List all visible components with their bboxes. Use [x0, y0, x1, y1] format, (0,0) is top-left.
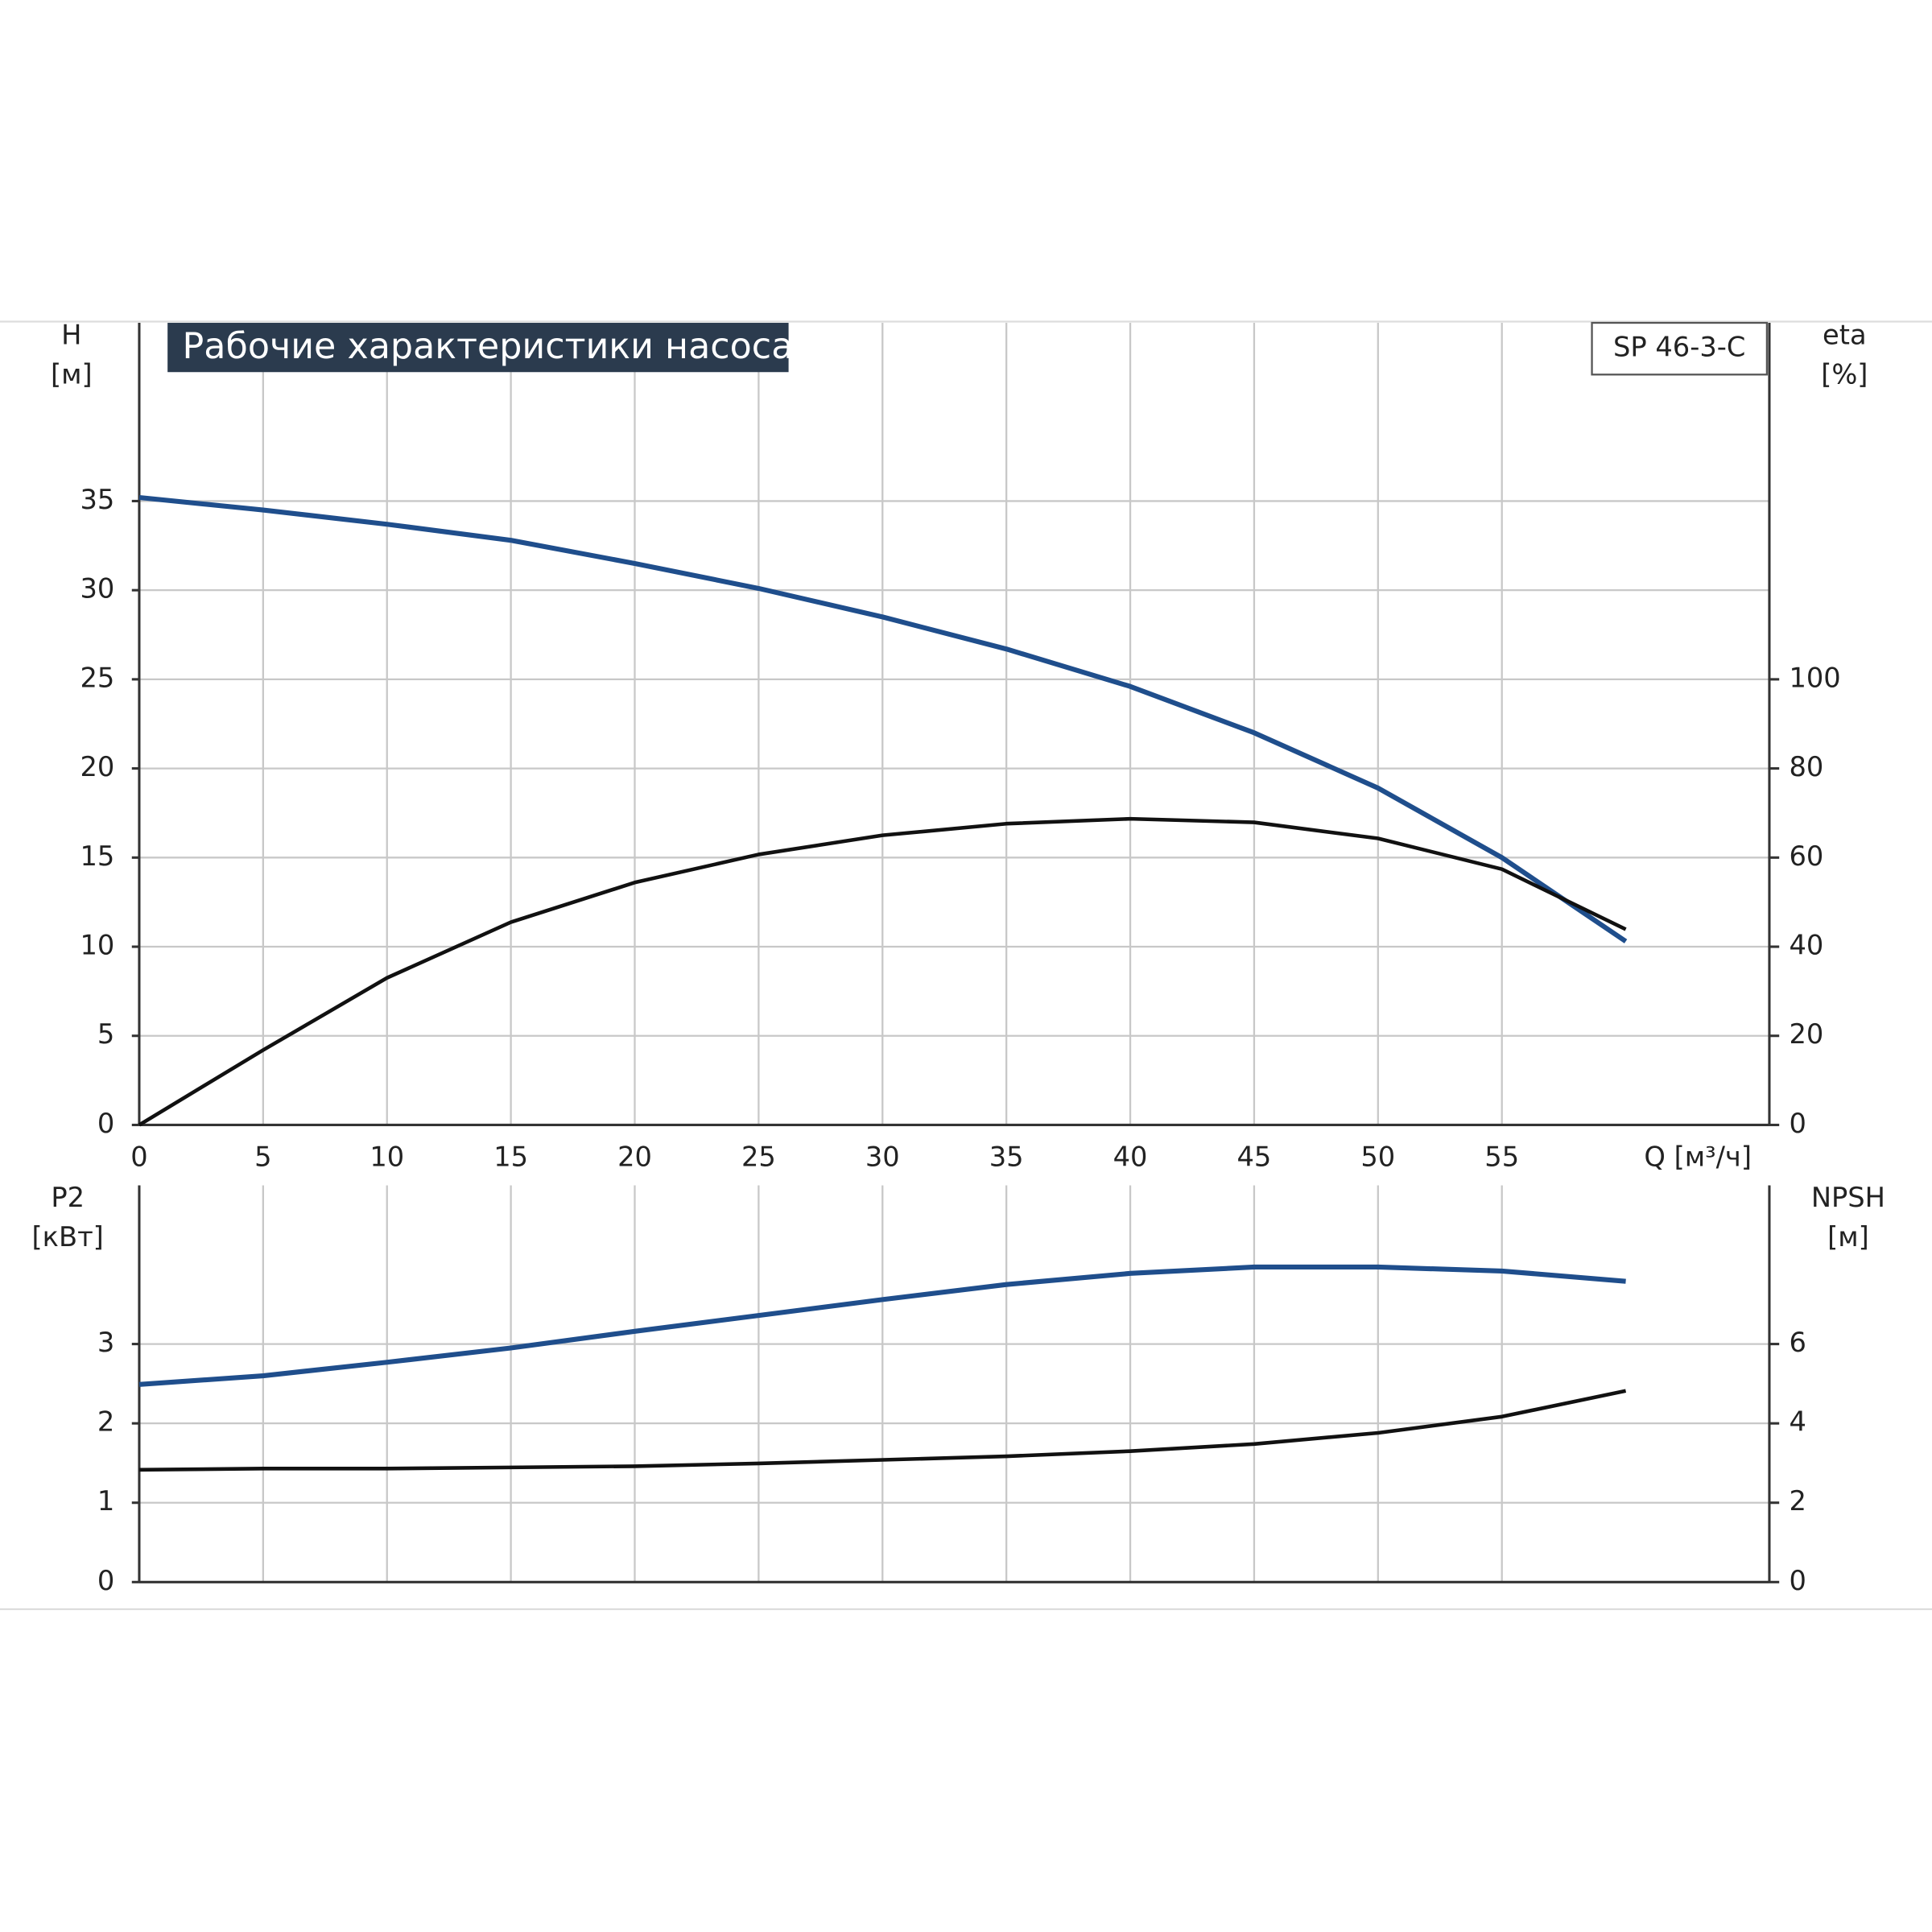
y2-tick-label: 0 [1789, 1108, 1806, 1139]
y2-axis-unit: [%] [1821, 358, 1868, 390]
series-line [138, 494, 1628, 943]
y2-tick-label: 100 [1789, 662, 1840, 693]
y2-tick-label: 2 [1789, 1485, 1806, 1517]
y2-tick-label: 6 [1789, 1327, 1806, 1358]
series-line [138, 816, 1627, 1127]
y2-axis-label: NPSH [1811, 1182, 1885, 1213]
x-tick-label: 40 [1113, 1141, 1148, 1172]
y-tick-label: 0 [97, 1108, 114, 1139]
x-tick-label: 55 [1484, 1141, 1519, 1172]
x-tick-label: 15 [493, 1141, 528, 1172]
y-tick-label: 2 [97, 1406, 114, 1438]
chart-title: Рабочие характеристики насоса [183, 326, 794, 367]
y-tick-label: 1 [97, 1485, 114, 1517]
y-tick-label: 3 [97, 1327, 114, 1358]
title-box [167, 323, 789, 373]
x-tick-label: 10 [369, 1141, 404, 1172]
x-tick-label: 0 [130, 1141, 147, 1172]
model-box [1591, 321, 1769, 376]
y-tick-label: 30 [80, 573, 115, 605]
y-axis-label: P2 [51, 1182, 85, 1213]
series-line [138, 1264, 1626, 1387]
y2-axis-unit: [м] [1827, 1221, 1869, 1253]
y2-tick-label: 4 [1789, 1406, 1806, 1438]
x-tick-label: 50 [1360, 1141, 1395, 1172]
y-tick-label: 15 [80, 840, 115, 872]
x-tick-label: 30 [865, 1141, 900, 1172]
x-tick-label: 45 [1237, 1141, 1272, 1172]
y-tick-label: 5 [97, 1018, 114, 1050]
y2-tick-label: 0 [1789, 1565, 1806, 1596]
plot-layer: 0 5 10 15 20 25 30 35 40 45 50 55051015202530350204… [80, 323, 1841, 1596]
y-tick-label: 10 [80, 930, 115, 961]
y-tick-label: 35 [80, 484, 115, 515]
x-tick-label: 5 [254, 1141, 271, 1172]
y-axis-unit: [кВт] [32, 1221, 104, 1253]
x-tick-label: 25 [741, 1141, 776, 1172]
y-axis-unit: [м] [51, 358, 93, 390]
y2-axis-label: eta [1823, 319, 1867, 350]
y-tick-label: 0 [97, 1565, 114, 1596]
x-axis-label: Q [м³/ч] [1644, 1141, 1752, 1172]
series-line [138, 1389, 1627, 1472]
y2-tick-label: 80 [1789, 751, 1823, 782]
y2-tick-label: 60 [1789, 840, 1823, 872]
y2-tick-label: 20 [1789, 1018, 1823, 1050]
x-tick-label: 35 [989, 1141, 1024, 1172]
y-axis-label: H [61, 319, 81, 350]
x-tick-label: 20 [617, 1141, 652, 1172]
y-tick-label: 20 [80, 751, 115, 782]
y-tick-label: 25 [80, 662, 115, 693]
y2-tick-label: 40 [1789, 930, 1823, 961]
model-label: SP 46-3-C [1613, 332, 1745, 363]
